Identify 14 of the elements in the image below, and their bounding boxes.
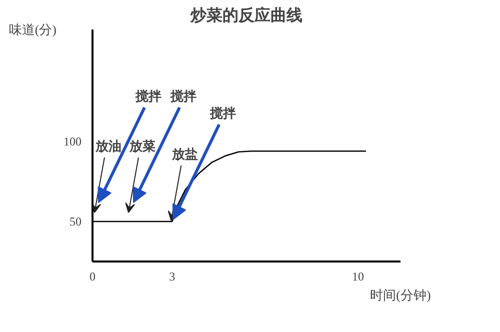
x-tick-label: 0: [90, 270, 96, 284]
x-tick-label: 3: [169, 270, 176, 284]
y-tick-label: 100: [64, 134, 82, 148]
x-tick-label: 10: [352, 270, 364, 284]
annotation: 搅拌: [170, 88, 196, 104]
chart-title: 炒菜的反应曲线: [190, 6, 302, 24]
annotation: 放盐: [171, 146, 198, 162]
annotation: 搅拌: [134, 88, 162, 104]
annotation: 放菜: [128, 138, 156, 154]
x-axis-title: 时间(分钟): [370, 288, 431, 302]
y-axis-title: 味道(分): [8, 22, 57, 37]
annotation: 放油: [94, 138, 122, 154]
annotation: 搅拌: [209, 106, 236, 120]
y-tick-label: 50: [70, 214, 82, 228]
